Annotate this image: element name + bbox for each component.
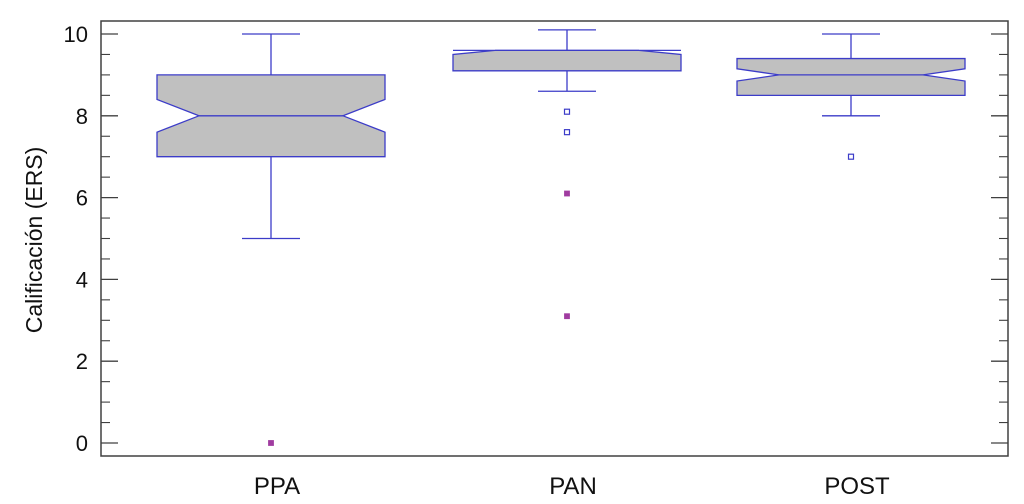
y-axis-title: Calificación (ERS) bbox=[21, 147, 47, 334]
y-tick-label: 6 bbox=[76, 186, 88, 211]
y-tick-label: 2 bbox=[76, 349, 88, 374]
category-label-post: POST bbox=[824, 473, 890, 500]
y-tick-label: 10 bbox=[64, 22, 88, 47]
x-axis-category-labels: PPA PAN POST bbox=[254, 473, 890, 500]
outlier-marker bbox=[563, 129, 571, 136]
notched-box bbox=[736, 57, 966, 96]
box-ppa bbox=[156, 33, 386, 446]
y-axis-tick-labels: 0 2 4 6 8 10 bbox=[64, 22, 88, 456]
y-tick-label: 0 bbox=[76, 431, 88, 456]
far-outlier-marker bbox=[564, 313, 570, 320]
y-tick-label: 4 bbox=[76, 267, 88, 292]
category-label-pan: PAN bbox=[549, 473, 597, 500]
y-axis-ticks bbox=[101, 33, 1008, 444]
box-post bbox=[736, 33, 966, 160]
outlier-marker bbox=[563, 108, 571, 115]
far-outlier-marker bbox=[268, 440, 274, 446]
box-group bbox=[156, 29, 966, 446]
outlier-marker bbox=[847, 153, 855, 160]
box-pan bbox=[452, 29, 682, 320]
notched-box bbox=[452, 49, 682, 72]
y-tick-label: 8 bbox=[76, 104, 88, 129]
category-label-ppa: PPA bbox=[254, 473, 300, 500]
far-outlier-marker bbox=[564, 190, 570, 197]
